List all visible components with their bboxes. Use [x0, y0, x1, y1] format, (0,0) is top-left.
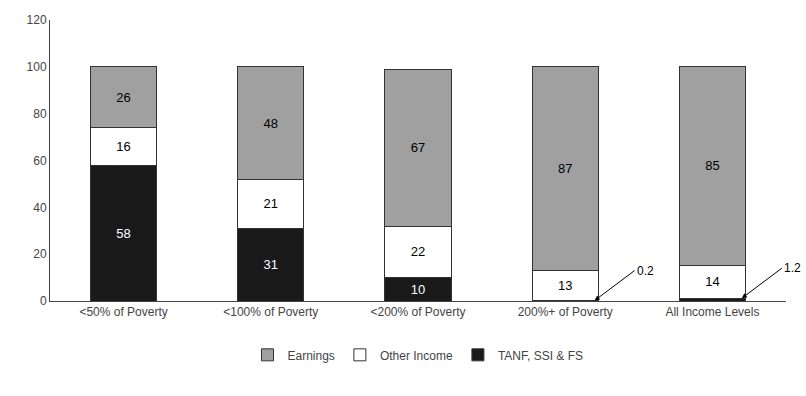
svg-text:TANF, SSI & FS: TANF, SSI & FS — [498, 349, 583, 363]
svg-text:85: 85 — [705, 158, 719, 173]
svg-text:58: 58 — [116, 226, 130, 241]
svg-text:16: 16 — [116, 139, 130, 154]
svg-text:120: 120 — [27, 13, 47, 27]
svg-text:0: 0 — [40, 294, 47, 308]
svg-text:48: 48 — [264, 116, 278, 131]
svg-text:21: 21 — [264, 196, 278, 211]
svg-text:80: 80 — [33, 107, 47, 121]
svg-text:<200% of Poverty: <200% of Poverty — [370, 305, 465, 319]
svg-text:10: 10 — [411, 282, 425, 297]
svg-text:67: 67 — [411, 140, 425, 155]
svg-text:22: 22 — [411, 244, 425, 259]
svg-text:87: 87 — [558, 161, 572, 176]
svg-text:26: 26 — [116, 90, 130, 105]
svg-text:31: 31 — [264, 257, 278, 272]
svg-text:14: 14 — [705, 274, 719, 289]
svg-text:<50% of Poverty: <50% of Poverty — [79, 305, 167, 319]
svg-text:200%+ of Poverty: 200%+ of Poverty — [518, 305, 613, 319]
svg-text:20: 20 — [33, 247, 47, 261]
svg-text:40: 40 — [33, 201, 47, 215]
svg-text:Other Income: Other Income — [380, 349, 453, 363]
svg-text:13: 13 — [558, 278, 572, 293]
svg-text:100: 100 — [27, 60, 47, 74]
svg-text:0.2: 0.2 — [637, 264, 654, 278]
svg-text:60: 60 — [33, 154, 47, 168]
svg-text:<100% of Poverty: <100% of Poverty — [223, 305, 318, 319]
svg-text:1.2: 1.2 — [784, 261, 801, 275]
svg-text:All Income Levels: All Income Levels — [665, 305, 759, 319]
svg-text:Earnings: Earnings — [288, 349, 335, 363]
